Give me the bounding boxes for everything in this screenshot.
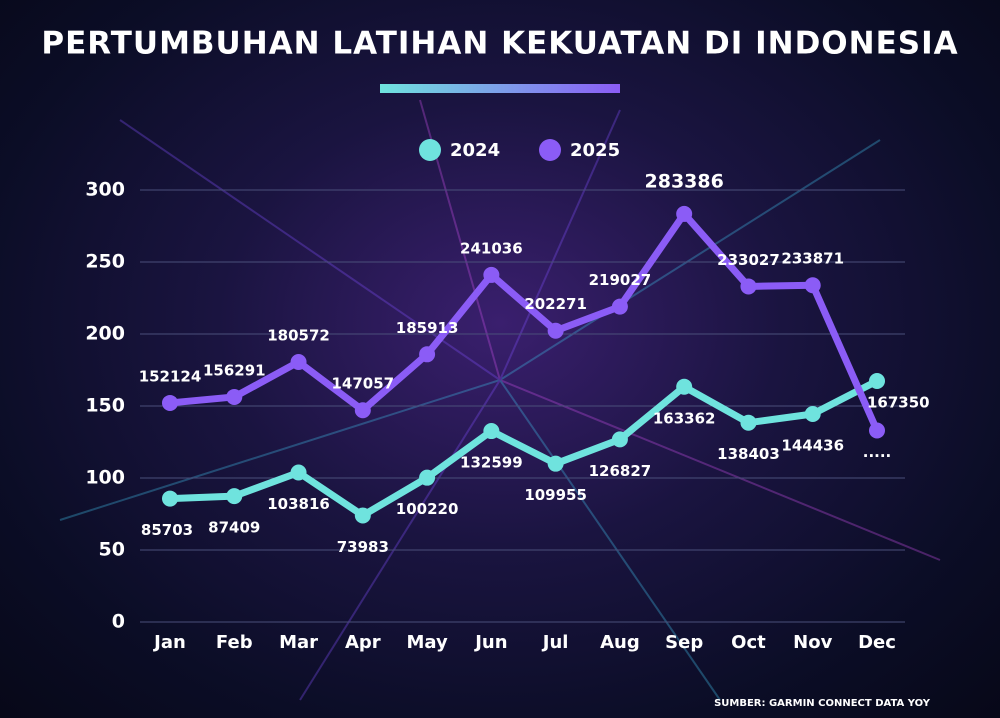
legend-label: 2025 <box>570 140 620 161</box>
data-point <box>419 469 436 486</box>
data-point <box>483 266 500 283</box>
y-tick-label: 0 <box>112 611 125 633</box>
y-tick-label: 100 <box>85 467 125 489</box>
data-point <box>354 507 371 524</box>
x-tick-label: Feb <box>216 632 253 653</box>
data-point <box>226 488 243 505</box>
data-label: 109955 <box>524 486 587 504</box>
data-point <box>290 464 307 481</box>
data-label: 233871 <box>781 250 844 268</box>
data-point <box>162 394 178 411</box>
data-point <box>162 490 178 507</box>
y-tick-label: 200 <box>85 323 125 345</box>
series-line <box>169 377 879 519</box>
data-label: 156291 <box>203 361 266 379</box>
x-tick-label: Oct <box>731 632 766 653</box>
data-label: 185913 <box>396 319 459 337</box>
data-label: 138403 <box>717 445 780 463</box>
data-point <box>740 414 757 431</box>
data-label: 147057 <box>332 375 395 393</box>
x-tick-label: Jul <box>541 632 569 653</box>
data-point <box>354 402 371 419</box>
legend-label: 2024 <box>450 140 500 161</box>
data-point <box>611 431 628 448</box>
legend-marker <box>419 139 441 161</box>
data-label: 167350 <box>867 394 930 412</box>
x-tick-label: Aug <box>600 632 640 653</box>
data-label: 180572 <box>267 326 330 344</box>
y-tick-label: 300 <box>85 179 125 201</box>
data-point <box>869 422 885 439</box>
data-label: 283386 <box>645 170 724 192</box>
data-label: 132599 <box>460 454 523 472</box>
data-label: 202271 <box>524 295 587 313</box>
data-label: 144436 <box>781 437 844 455</box>
data-label: ..... <box>863 443 892 461</box>
data-point <box>611 298 628 315</box>
background-rays <box>59 99 941 701</box>
data-label: 152124 <box>139 367 202 385</box>
data-point <box>869 373 885 390</box>
data-label: 241036 <box>460 239 523 257</box>
data-point <box>676 378 693 395</box>
x-tick-label: Sep <box>665 632 703 653</box>
data-point <box>547 322 564 339</box>
data-label: 163362 <box>653 409 716 427</box>
x-tick-label: Jun <box>473 632 507 653</box>
data-point <box>547 455 564 472</box>
data-label: 100220 <box>396 500 459 518</box>
y-tick-label: 150 <box>85 395 125 417</box>
x-tick-label: Nov <box>793 632 832 653</box>
x-tick-label: Dec <box>858 632 896 653</box>
data-point <box>804 406 821 423</box>
x-tick-label: Mar <box>279 632 318 653</box>
data-point <box>804 277 821 294</box>
data-label: 85703 <box>141 521 193 539</box>
data-point <box>419 346 436 363</box>
data-label: 87409 <box>208 519 260 537</box>
data-label: 73983 <box>337 538 389 556</box>
data-label: 126827 <box>589 462 652 480</box>
data-point <box>226 388 243 405</box>
legend-marker <box>539 139 561 161</box>
x-tick-label: Jan <box>152 632 186 653</box>
data-point <box>740 278 757 295</box>
x-tick-label: May <box>406 632 448 653</box>
y-tick-label: 50 <box>99 539 125 561</box>
data-label: 219027 <box>589 271 652 289</box>
data-point <box>483 423 500 440</box>
data-point <box>290 353 307 370</box>
chart-title: PERTUMBUHAN LATIHAN KEKUATAN DI INDONESI… <box>41 26 958 62</box>
data-label: 103816 <box>267 495 330 513</box>
series-line <box>169 210 881 432</box>
y-tick-label: 250 <box>85 251 125 273</box>
data-point <box>676 205 693 222</box>
title-underline <box>380 84 620 93</box>
data-label: 233027 <box>717 251 780 269</box>
x-tick-label: Apr <box>345 632 381 653</box>
source-note: SUMBER: GARMIN CONNECT DATA YOY <box>714 698 931 709</box>
